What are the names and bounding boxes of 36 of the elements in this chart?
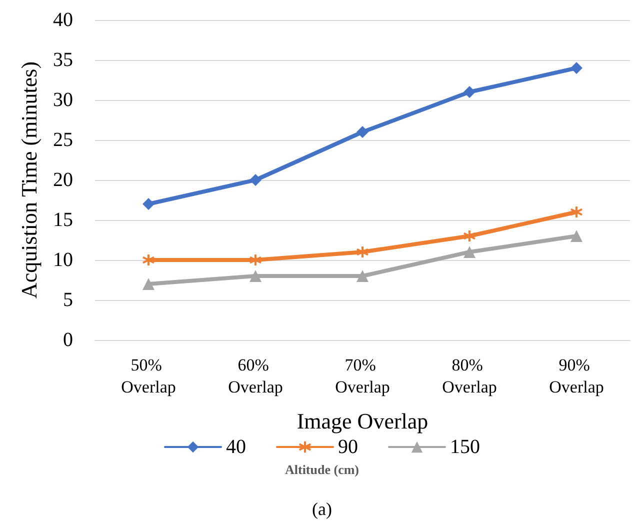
y-tick-label: 40 — [53, 9, 73, 31]
x-tick-label: 50% Overlap — [121, 356, 176, 396]
y-tick-label: 15 — [53, 209, 73, 231]
y-tick-label: 35 — [53, 49, 73, 71]
y-tick-label: 30 — [53, 89, 73, 111]
y-axis-title: Acquistion Time (minutes) — [16, 61, 42, 299]
y-tick-label: 10 — [53, 249, 73, 271]
point — [250, 174, 262, 186]
point — [356, 246, 369, 258]
point — [570, 230, 582, 242]
x-tick-label: 90% Overlap — [549, 356, 604, 396]
y-tick-label: 5 — [63, 289, 73, 311]
point — [570, 206, 583, 218]
x-tick-label: 80% Overlap — [442, 356, 497, 396]
legend-label: 40 — [226, 436, 246, 458]
point — [464, 246, 476, 258]
point — [142, 278, 154, 290]
point — [356, 270, 368, 282]
point — [464, 86, 476, 98]
legend-title: Altitude (cm) — [284, 462, 360, 477]
point — [463, 230, 476, 242]
x-axis-title: Image Overlap — [296, 408, 428, 434]
point — [250, 270, 262, 282]
y-tick-label: 20 — [53, 169, 73, 191]
text: (a) — [312, 499, 332, 519]
point — [570, 62, 582, 74]
legend-label: 90 — [338, 436, 358, 458]
y-tick-label: 0 — [63, 329, 73, 351]
x-tick-label: 70% Overlap — [335, 356, 390, 396]
point — [249, 254, 262, 266]
point — [142, 254, 155, 266]
x-tick-label: 60% Overlap — [228, 356, 283, 396]
point — [356, 126, 368, 138]
legend-label: 150 — [450, 436, 480, 458]
point — [142, 198, 154, 210]
y-tick-label: 25 — [53, 129, 73, 151]
